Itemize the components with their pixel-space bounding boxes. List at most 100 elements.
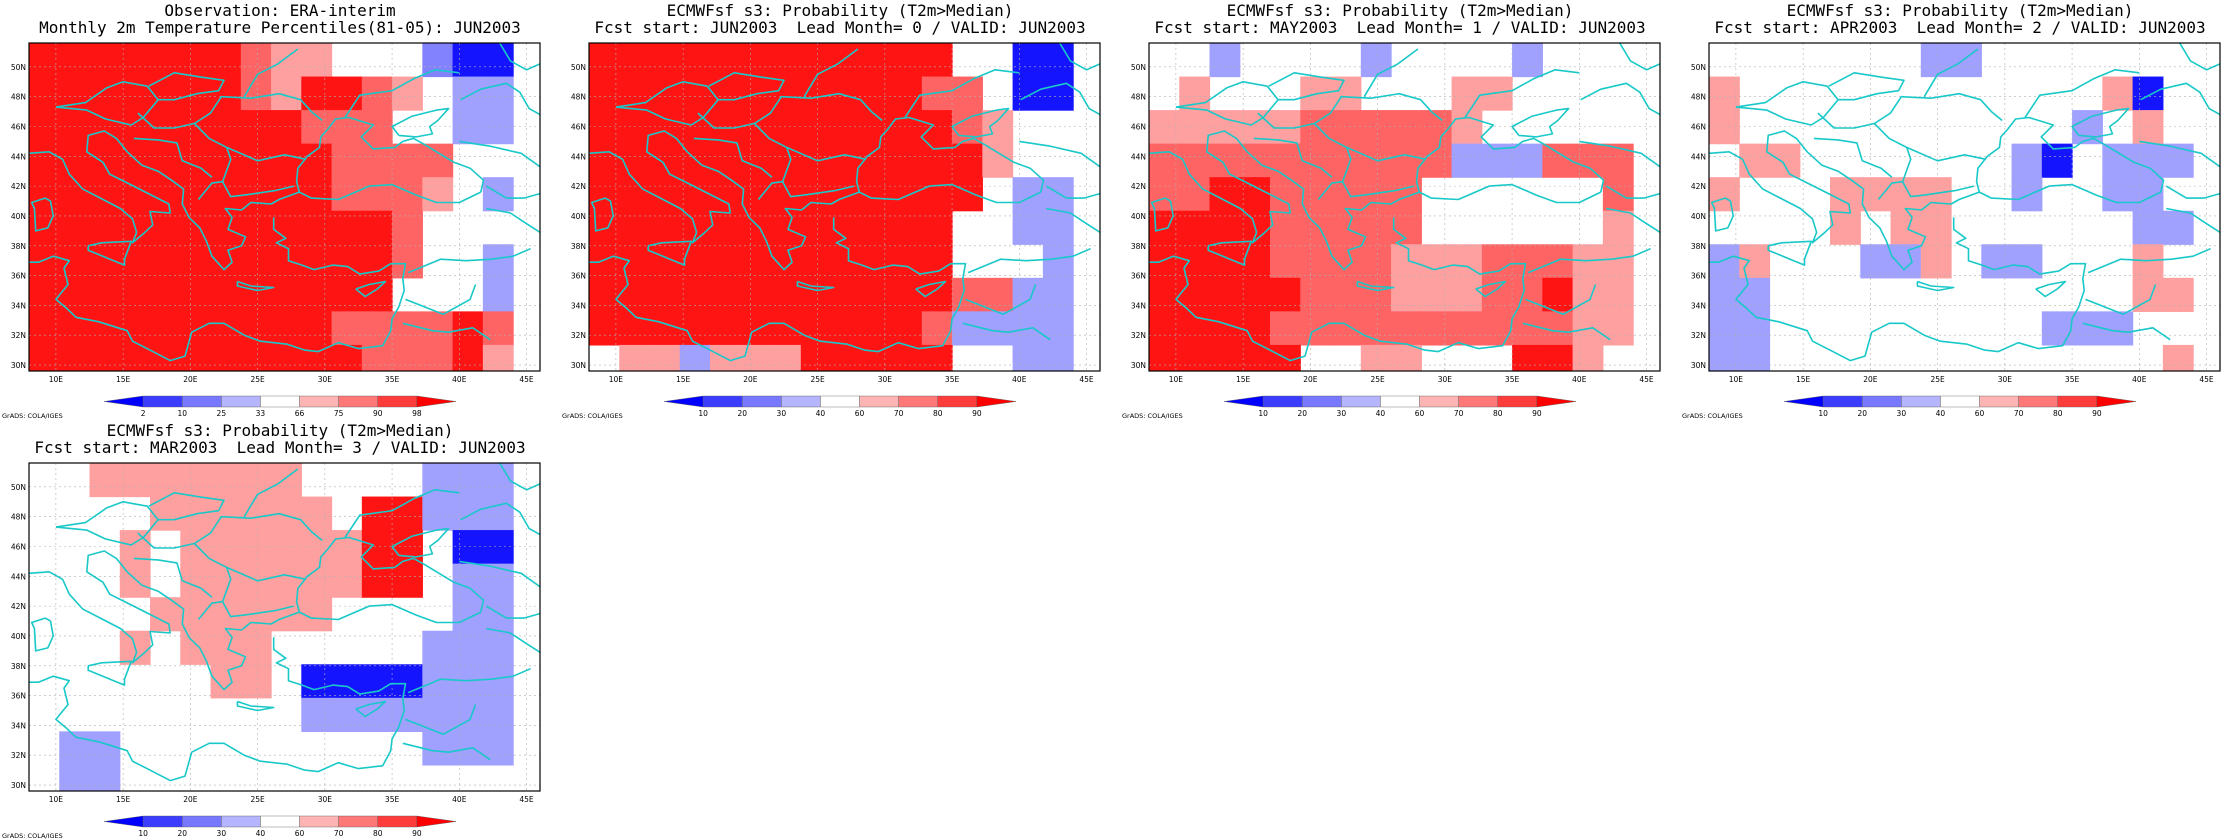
grid-cell: [452, 496, 484, 531]
lat-tick-label: 38N: [1691, 242, 1706, 251]
grid-cell: [240, 277, 272, 312]
colorbar: 10 20 30 40 60 70 80 90: [663, 395, 1017, 418]
grid-cell: [861, 277, 893, 312]
grid-cell: [1179, 110, 1211, 145]
grads-credit: GrADS: COLA/IGES: [2, 412, 63, 420]
panel-title: ECMWFsf s3: Probability (T2m>Median) Fcst…: [1120, 2, 1680, 36]
panel-title-line2: Monthly 2m Temperature Percentiles(81-05…: [39, 18, 521, 37]
coastline: [1975, 116, 2165, 193]
grid-cell: [2132, 76, 2164, 111]
panel-title-line2: Fcst start: JUN2003 Lead Month= 0 / VALI…: [594, 18, 1086, 37]
coastline: [29, 130, 482, 271]
grid-cell: [89, 210, 121, 245]
coastline: [1605, 185, 1660, 199]
coastline: [1253, 137, 1333, 178]
coastline: [1415, 116, 1605, 193]
grid-cell: [361, 110, 393, 145]
coastline: [407, 667, 531, 694]
grid-cell: [1421, 277, 1453, 312]
grid-cell: [301, 244, 333, 279]
coastline: [197, 180, 295, 201]
grid-cell: [210, 277, 242, 312]
lon-tick-label: 45E: [2199, 375, 2214, 384]
panel-title-line1: ECMWFsf s3: Probability (T2m>Median): [106, 421, 454, 440]
lon-tick-label: 10E: [49, 375, 64, 384]
grads-credit: GrADS: COLA/IGES: [2, 832, 63, 840]
grid-cell: [2102, 311, 2134, 346]
coastline: [1709, 130, 2162, 271]
coastline: [236, 280, 275, 292]
grid-cell: [1542, 244, 1574, 279]
shaded-cells: [1709, 43, 2194, 371]
grid-cell: [1149, 143, 1180, 178]
grid-cell: [1451, 311, 1483, 346]
grid-cell: [1270, 177, 1301, 212]
lat-tick-label: 48N: [1691, 93, 1706, 102]
lon-tick-label: 20E: [183, 795, 198, 804]
grid-cell: [1270, 210, 1301, 245]
grid-cell: [589, 143, 620, 178]
coastline: [1901, 147, 1912, 182]
grid-cell: [301, 277, 333, 312]
grid-cell: [482, 311, 514, 346]
coastline: [1735, 81, 1839, 126]
coastline: [197, 600, 295, 621]
coastlines: [29, 463, 540, 782]
colorbar-label: 20: [737, 409, 747, 418]
lat-tick-label: 42N: [1131, 182, 1146, 191]
grid-cell: [982, 110, 1014, 145]
grid-cell: [710, 344, 741, 371]
grid-cell: [861, 344, 893, 371]
coastline: [236, 700, 275, 712]
grid-cell: [271, 43, 302, 78]
panel-title-line2: Fcst start: APR2003 Lead Month= 2 / VALI…: [1714, 18, 2206, 37]
grid-cell: [679, 177, 711, 212]
grid-cell: [150, 210, 181, 245]
coastline: [344, 69, 460, 118]
grid-cell: [1330, 110, 1362, 145]
coastline: [1464, 69, 1580, 118]
grid-cell: [361, 344, 393, 371]
grid-cell: [831, 311, 862, 346]
colorbar-segment: [260, 815, 300, 828]
grid-cell: [710, 311, 741, 346]
coastline: [1619, 43, 1660, 71]
grid-cell: [800, 43, 832, 78]
grid-cell: [392, 344, 423, 371]
grid-cell: [150, 244, 181, 279]
grid-cell: [1012, 344, 1044, 371]
grid-cell: [982, 277, 1014, 312]
grid-cell: [89, 344, 121, 371]
grid-cell: [2072, 311, 2103, 346]
grid-cell: [1042, 210, 1074, 245]
grid-cell: [619, 378, 650, 412]
grid-cell: [2041, 311, 2073, 346]
coastline: [295, 536, 485, 613]
grid-cell: [1042, 277, 1074, 312]
colorbar-segment: [2057, 395, 2098, 408]
colorbar-label: 70: [894, 409, 904, 418]
grid-cell: [1209, 143, 1241, 178]
grid-cell: [392, 143, 423, 178]
grid-cell: [482, 277, 514, 312]
grid-cell: [1391, 110, 1422, 145]
lat-tick-label: 42N: [571, 182, 586, 191]
grid-cell: [59, 177, 91, 212]
grid-cell: [770, 244, 802, 279]
grid-cell: [1209, 277, 1241, 312]
coastline: [1257, 92, 1443, 129]
grid-cell: [1149, 244, 1180, 279]
grid-cell: [1209, 110, 1241, 145]
coastline: [590, 197, 615, 232]
grid-cell: [1602, 177, 1634, 212]
colorbar-label: 90: [2092, 409, 2102, 418]
colorbar-segment: [338, 395, 378, 408]
grid-cell: [89, 277, 121, 312]
lon-tick-label: 15E: [116, 795, 131, 804]
coastline: [1916, 280, 1955, 292]
grid-cell: [150, 177, 181, 212]
grid-cell: [1239, 311, 1271, 346]
grid-cell: [1209, 344, 1241, 371]
lat-tick-label: 38N: [11, 242, 26, 251]
lat-tick-label: 32N: [571, 331, 586, 340]
